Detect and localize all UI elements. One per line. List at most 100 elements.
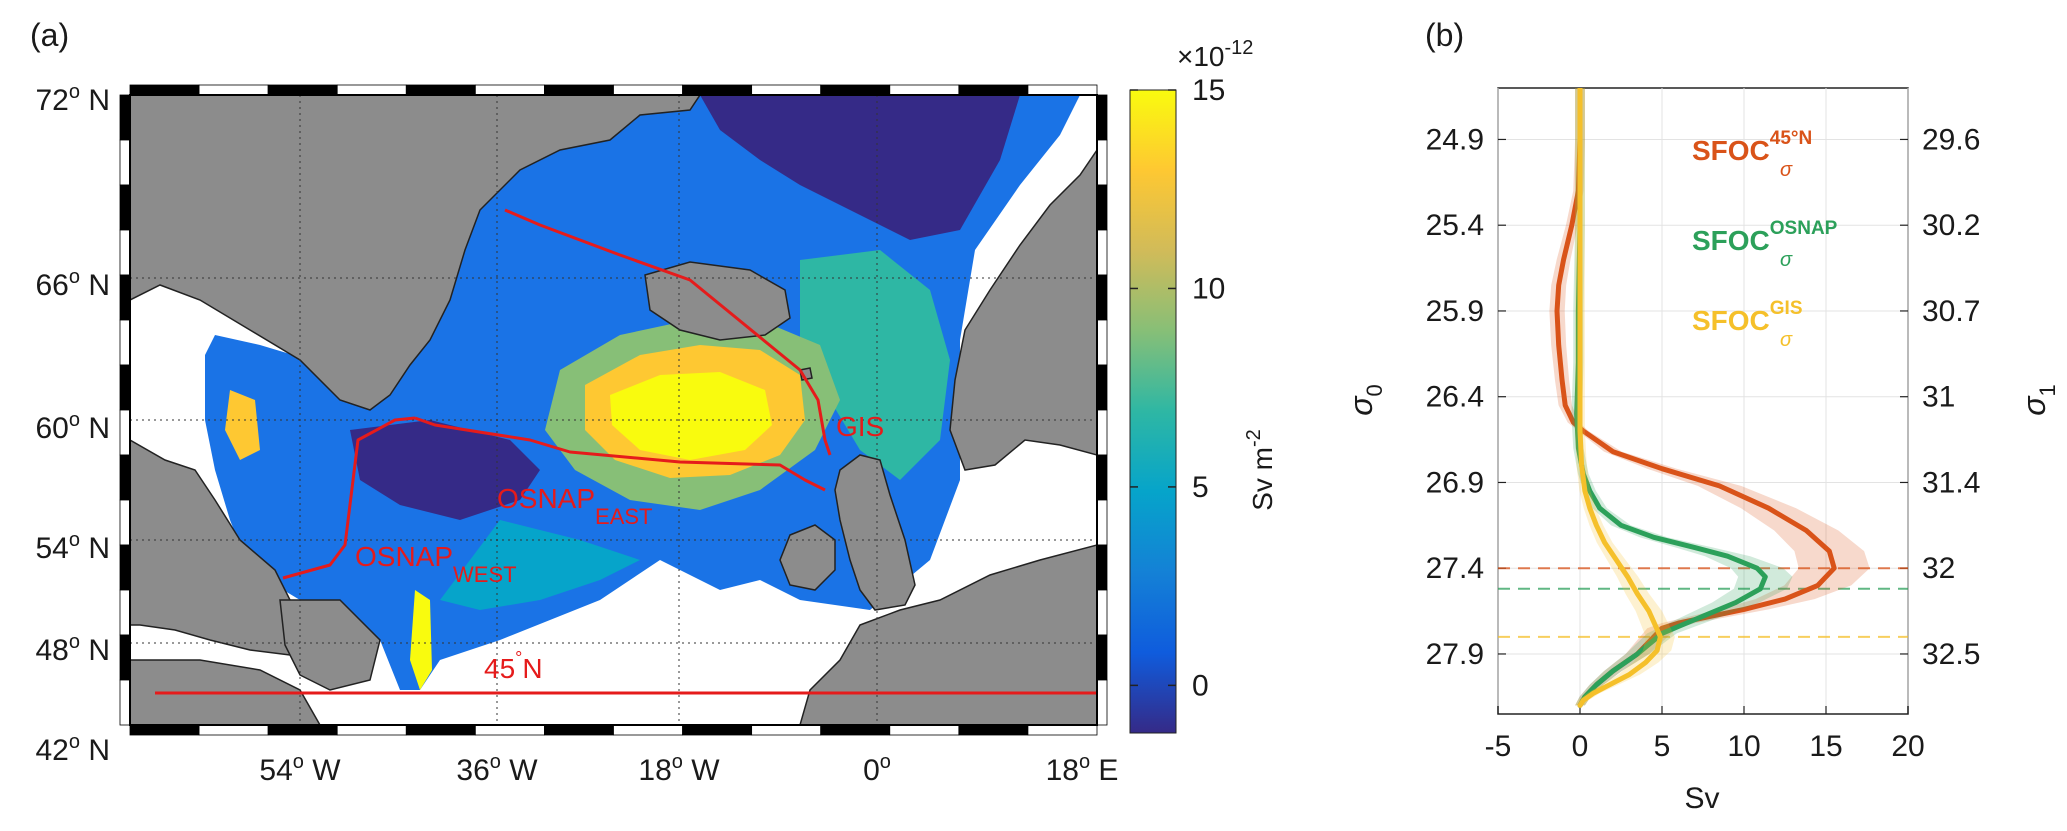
lon-tick-label: 36o W xyxy=(456,751,538,787)
colorbar-tick-label: 15 xyxy=(1192,74,1225,107)
lon-tick-deg: 0 xyxy=(863,754,880,787)
y-tick-labels-left: 24.9 25.4 25.9 26.4 26.9 27.4 27.9 xyxy=(1426,123,1484,671)
lat-tick-ring: o xyxy=(69,631,80,653)
legend: SFOC45°N σ SFOCOSNAP σ SFOCGIS σ xyxy=(1692,128,1838,351)
legend-45n-sup: 45°N xyxy=(1770,128,1812,149)
lat-tick-deg: 66 xyxy=(36,269,69,302)
y-tick-label-right: 32 xyxy=(1922,552,1955,585)
colorbar-unit: Sv m-2 xyxy=(1243,429,1278,511)
lat-tick-hemi: N xyxy=(80,734,110,767)
frame-segment-left xyxy=(119,454,131,501)
map-border xyxy=(129,94,1098,726)
map-labels: GIS OSNAPEAST OSNAPWEST 45°N xyxy=(355,411,884,684)
x-tick-label: 15 xyxy=(1809,730,1842,763)
lat-tick-deg: 72 xyxy=(36,84,69,117)
label-osnap-east: OSNAPEAST xyxy=(497,483,653,529)
x-tick-label: 10 xyxy=(1727,730,1760,763)
lat-tick-label: 60o N xyxy=(36,409,111,445)
frame-segment-right xyxy=(1096,364,1108,411)
x-tick-label: 0 xyxy=(1572,730,1589,763)
lat-tick-ring: o xyxy=(69,81,80,103)
x-axis-label: Sv xyxy=(1684,782,1719,815)
label-gis: GIS xyxy=(836,411,884,442)
frame-segment-left xyxy=(119,499,131,546)
colorbar-exponent-power: -12 xyxy=(1225,37,1254,59)
lon-tick-labels: 54o W 36o W 18o W 0o 18o E xyxy=(259,751,1118,787)
lon-tick-deg: 36 xyxy=(456,754,489,787)
lon-tick-hemi: E xyxy=(1090,754,1118,787)
series-uncertainty-band xyxy=(1575,88,1675,706)
frame-segment-top xyxy=(958,84,1029,96)
y-tick-label-left: 24.9 xyxy=(1426,123,1484,156)
frame-segment-right xyxy=(1096,454,1108,501)
frame-segment-bottom xyxy=(889,724,960,736)
label-45n-ring: ° xyxy=(515,648,522,668)
plot-reference-lines xyxy=(1498,567,1908,638)
frame-segment-top xyxy=(336,84,407,96)
frame-segment-top xyxy=(474,84,545,96)
y-tick-label-left: 27.4 xyxy=(1426,552,1484,585)
frame-segment-bottom xyxy=(405,724,476,736)
map-frame xyxy=(119,84,1108,736)
lon-tick-label: 0o xyxy=(863,751,891,787)
y-tick-label-right: 29.6 xyxy=(1922,123,1980,156)
frame-segment-bottom xyxy=(820,724,891,736)
frame-segment-left xyxy=(119,544,131,591)
lon-tick-hemi: W xyxy=(683,754,720,787)
lat-tick-hemi: N xyxy=(80,84,110,117)
frame-segment-left xyxy=(119,274,131,321)
colorbar-unit-power: -2 xyxy=(1243,429,1265,447)
lon-tick-hemi: W xyxy=(501,754,538,787)
label-osnap-west-main: OSNAP xyxy=(355,541,453,572)
frame-segment-left xyxy=(119,139,131,186)
frame-segment-bottom xyxy=(336,724,407,736)
frame-segment-right xyxy=(1096,679,1108,726)
frame-segment-top xyxy=(889,84,960,96)
frame-segment-right xyxy=(1096,499,1108,546)
field-blob-yellow-south xyxy=(410,590,432,690)
line-osnap-east xyxy=(414,416,826,492)
frame-segment-bottom xyxy=(613,724,683,736)
frame-segment-bottom xyxy=(267,724,338,736)
legend-gis-sub: σ xyxy=(1780,329,1793,351)
colorbar-tick-label: 0 xyxy=(1192,669,1209,702)
colorbar-bar xyxy=(1129,89,1177,734)
frame-segment-left xyxy=(119,589,131,636)
land-scandinavia xyxy=(949,148,1097,471)
y-tick-label-right: 32.5 xyxy=(1922,638,1980,671)
land-ireland xyxy=(779,524,836,591)
colorbar-exponent: ×10-12 xyxy=(1177,37,1253,72)
land-britain xyxy=(834,454,916,611)
frame-segment-bottom xyxy=(682,724,753,736)
lon-tick-ring: o xyxy=(293,751,304,773)
series-line xyxy=(1577,88,1663,708)
field-blob-yellow-west xyxy=(225,390,260,460)
frame-segment-right xyxy=(1096,184,1108,231)
lon-tick-ring: o xyxy=(880,751,891,773)
lat-tick-label: 54o N xyxy=(36,529,111,565)
frame-segment-right xyxy=(1096,139,1108,186)
frame-segment-bottom xyxy=(129,724,200,736)
frame-segment-bottom xyxy=(544,724,614,736)
x-tick-label: 5 xyxy=(1654,730,1671,763)
label-45n-suffix: N xyxy=(522,653,542,684)
y-tick-label-right: 30.7 xyxy=(1922,295,1980,328)
frame-segment-left xyxy=(119,229,131,276)
label-osnap-east-main: OSNAP xyxy=(497,483,595,514)
land-newfoundland xyxy=(279,599,381,691)
frame-segment-bottom xyxy=(198,724,269,736)
y-axis-label-right-sym: σ xyxy=(2016,395,2052,416)
y-tick-label-left: 26.4 xyxy=(1426,381,1484,414)
legend-osnap-name: SFOC xyxy=(1692,225,1770,256)
lon-tick-ring: o xyxy=(490,751,501,773)
panel-b-label: (b) xyxy=(1425,17,1464,53)
land-layer xyxy=(130,95,1097,725)
lat-tick-hemi: N xyxy=(80,532,110,565)
y-axis-label-left-sub: 0 xyxy=(1362,384,1387,396)
frame-segment-bottom xyxy=(751,724,822,736)
lat-tick-label: 42o N xyxy=(36,731,111,767)
frame-segment-top xyxy=(405,84,476,96)
